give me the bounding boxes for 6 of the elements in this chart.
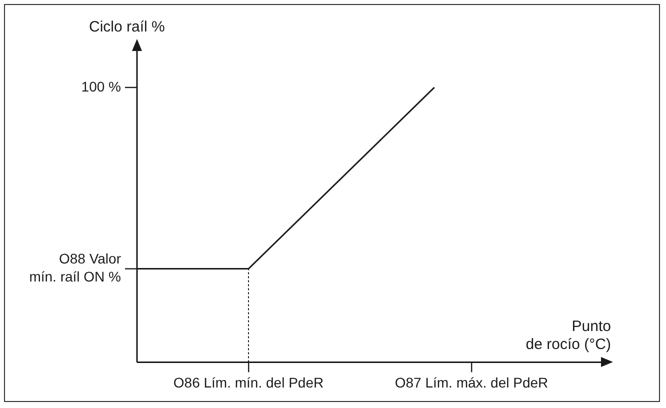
x-tick-label: O86 Lím. mín. del PdeR bbox=[173, 374, 324, 390]
y-axis-title: Ciclo raíl % bbox=[89, 18, 165, 36]
text: 100 % bbox=[81, 78, 121, 94]
text: O88 Valor mín. raíl ON % bbox=[29, 250, 122, 285]
x-tick-label: O87 Lím. máx. del PdeR bbox=[394, 374, 548, 390]
x-axis-title: Punto de rocío (°C) bbox=[526, 318, 611, 353]
